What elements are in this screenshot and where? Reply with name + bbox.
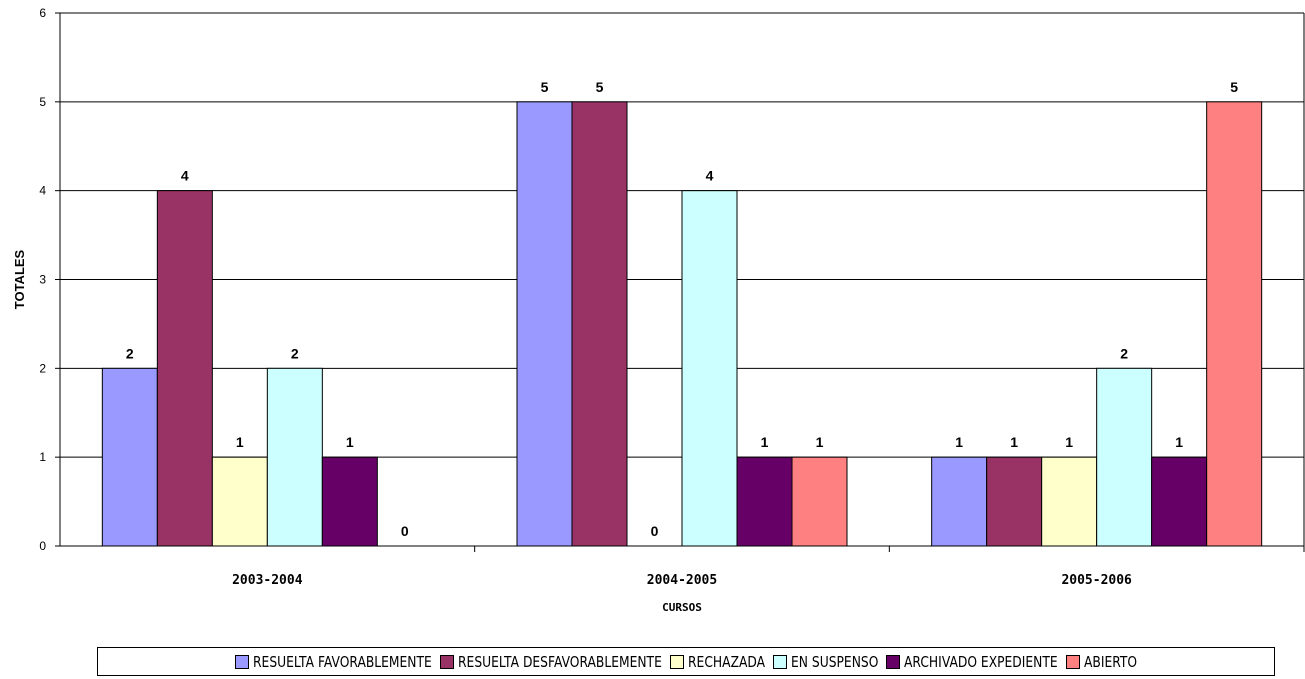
y-tick-label: 2 — [39, 361, 46, 375]
bar — [157, 191, 212, 546]
legend-label: RECHAZADA — [688, 653, 765, 671]
y-tick-label: 5 — [39, 95, 46, 109]
legend-item: ABIERTO — [1066, 653, 1137, 671]
bar — [792, 457, 847, 546]
legend-swatch — [670, 655, 684, 669]
legend-item: RECHAZADA — [670, 653, 765, 671]
legend-swatch — [1066, 655, 1080, 669]
bar — [572, 102, 627, 546]
data-label: 2 — [291, 345, 299, 361]
x-tick-label: 2005-2006 — [1061, 573, 1132, 588]
bar — [1097, 368, 1152, 546]
legend-item: RESUELTA FAVORABLEMENTE — [235, 653, 432, 671]
data-label: 2 — [126, 345, 134, 361]
bar — [737, 457, 792, 546]
legend-item: EN SUSPENSO — [773, 653, 878, 671]
data-label: 1 — [1065, 434, 1073, 450]
y-tick-label: 0 — [39, 539, 46, 553]
data-label: 5 — [596, 79, 604, 95]
data-label: 4 — [181, 168, 189, 184]
legend-label: EN SUSPENSO — [791, 653, 878, 671]
bar — [987, 457, 1042, 546]
legend-label: ABIERTO — [1084, 653, 1137, 671]
y-tick-label: 4 — [39, 184, 46, 198]
bar — [1152, 457, 1207, 546]
legend: RESUELTA FAVORABLEMENTE RESUELTA DESFAVOR… — [97, 647, 1275, 676]
y-tick-label: 3 — [39, 273, 46, 287]
y-tick-label: 1 — [39, 450, 46, 464]
bar — [932, 457, 987, 546]
data-label: 1 — [1010, 434, 1018, 450]
bar — [102, 368, 157, 546]
data-label: 1 — [1175, 434, 1183, 450]
data-label: 2 — [1120, 345, 1128, 361]
y-axis-title: TOTALES — [12, 249, 27, 309]
data-label: 5 — [541, 79, 549, 95]
data-label: 5 — [1230, 79, 1238, 95]
bar — [517, 102, 572, 546]
x-tick-label: 2004-2005 — [647, 573, 717, 588]
legend-label: RESUELTA FAVORABLEMENTE — [253, 653, 432, 671]
x-axis-title: CURSOS — [662, 601, 702, 614]
bar — [322, 457, 377, 546]
bar — [682, 191, 737, 546]
data-label: 1 — [816, 434, 824, 450]
legend-label: RESUELTA DESFAVORABLEMENTE — [458, 653, 662, 671]
data-label: 1 — [346, 434, 354, 450]
data-label: 4 — [706, 168, 714, 184]
data-label: 0 — [651, 523, 659, 539]
bar — [1207, 102, 1262, 546]
bar — [212, 457, 267, 546]
data-label: 1 — [761, 434, 769, 450]
data-label: 0 — [401, 523, 409, 539]
data-label: 1 — [955, 434, 963, 450]
legend-swatch — [440, 655, 454, 669]
legend-label: ARCHIVADO EXPEDIENTE — [904, 653, 1058, 671]
data-label: 1 — [236, 434, 244, 450]
legend-item: ARCHIVADO EXPEDIENTE — [886, 653, 1058, 671]
bar — [1042, 457, 1097, 546]
bar — [267, 368, 322, 546]
legend-item: RESUELTA DESFAVORABLEMENTE — [440, 653, 661, 671]
legend-swatch — [773, 655, 787, 669]
bar-chart: 0 1 2 3 4 5 6 2003-2004 2 4 1 2 1 0 2004-2005 5 5 0 4 1 1 200… — [0, 0, 1305, 640]
x-tick-label: 2003-2004 — [232, 573, 303, 588]
y-tick-label: 6 — [39, 6, 46, 20]
legend-swatch — [235, 655, 249, 669]
legend-swatch — [886, 655, 900, 669]
